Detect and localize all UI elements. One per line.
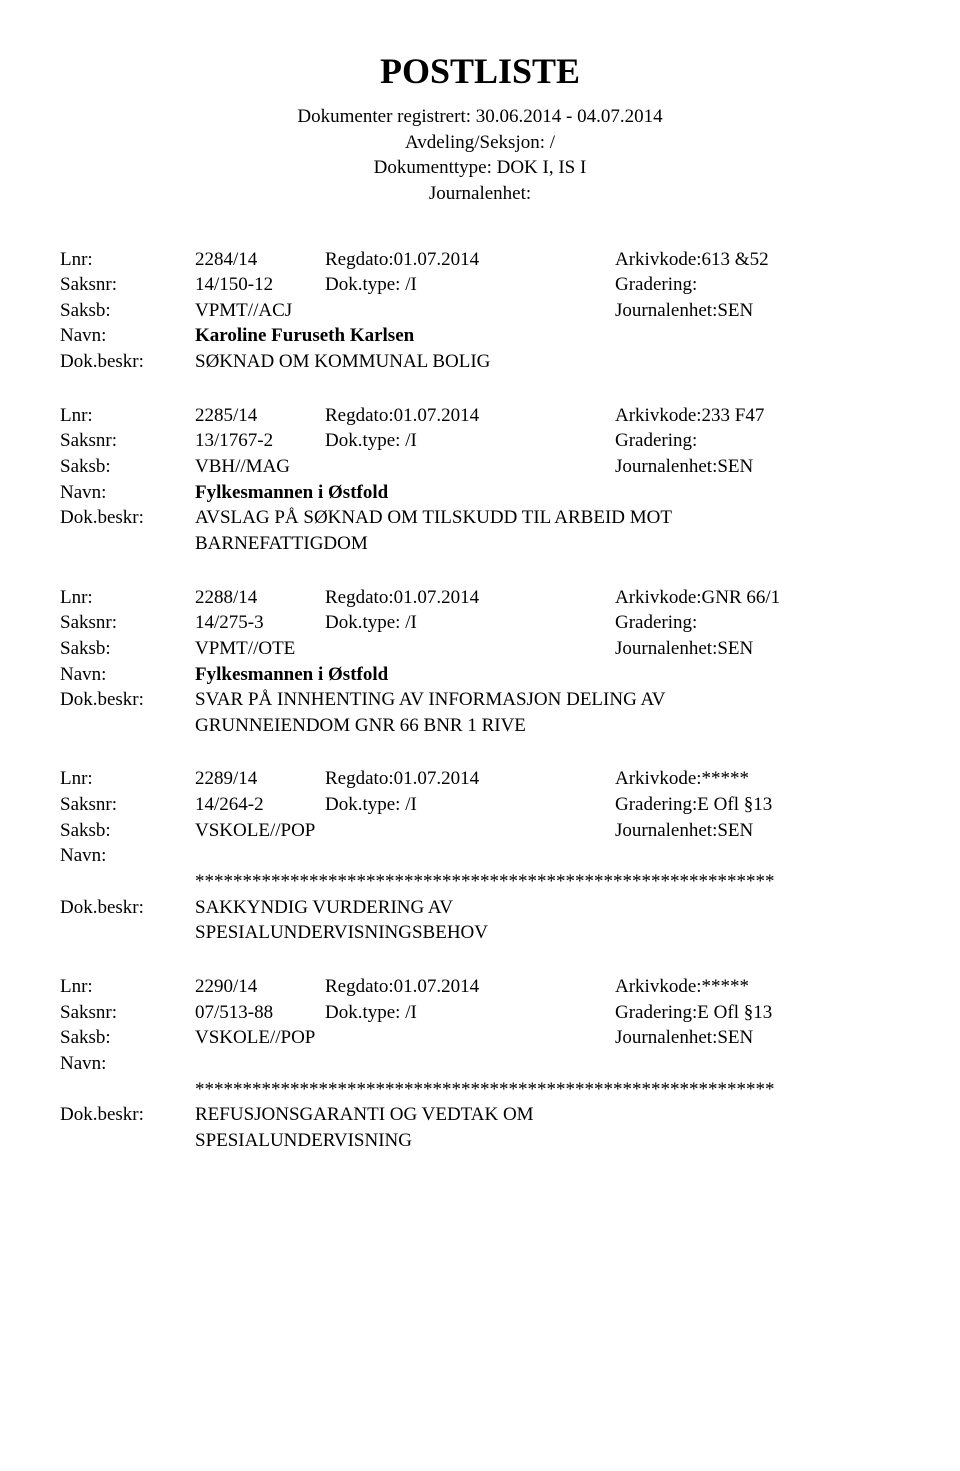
header-line-3: Dokumenttype: DOK I, IS I: [60, 155, 900, 181]
doktype-value: Dok.type: /I: [325, 792, 615, 818]
journalenhet-value: Journalenhet:SEN: [615, 298, 900, 324]
dokbeskr-cont: BARNEFATTIGDOM: [60, 531, 900, 557]
saksb-label: Saksb:: [60, 454, 195, 480]
regdato-value: Regdato:01.07.2014: [325, 974, 615, 1000]
saksnr-label: Saksnr:: [60, 428, 195, 454]
navn-label: Navn:: [60, 323, 195, 349]
lnr-label: Lnr:: [60, 766, 195, 792]
gradering-value: Gradering:: [615, 428, 900, 454]
regdato-value: Regdato:01.07.2014: [325, 766, 615, 792]
saksb-value: VSKOLE//POP: [195, 818, 615, 844]
lnr-value: 2289/14: [195, 766, 325, 792]
entry: Lnr:2284/14Regdato:01.07.2014Arkivkode:6…: [60, 247, 900, 375]
arkivkode-value: Arkivkode:*****: [615, 766, 900, 792]
gradering-value: Gradering:E Ofl §13: [615, 792, 900, 818]
navn-value: Fylkesmannen i Østfold: [195, 662, 900, 688]
lnr-value: 2285/14: [195, 403, 325, 429]
saksb-value: VPMT//ACJ: [195, 298, 615, 324]
saksnr-label: Saksnr:: [60, 610, 195, 636]
journalenhet-value: Journalenhet:SEN: [615, 818, 900, 844]
arkivkode-value: Arkivkode:GNR 66/1: [615, 585, 900, 611]
journalenhet-value: Journalenhet:SEN: [615, 1025, 900, 1051]
dokbeskr-value: REFUSJONSGARANTI OG VEDTAK OM: [195, 1102, 900, 1128]
header-line-2: Avdeling/Seksjon: /: [60, 130, 900, 156]
dokbeskr-label: Dok.beskr:: [60, 505, 195, 531]
lnr-label: Lnr:: [60, 974, 195, 1000]
navn-label: Navn:: [60, 662, 195, 688]
stars-line: ****************************************…: [60, 1077, 900, 1103]
page-title: POSTLISTE: [60, 50, 900, 92]
saksnr-value: 14/150-12: [195, 272, 325, 298]
dokbeskr-label: Dok.beskr:: [60, 1102, 195, 1128]
lnr-value: 2284/14: [195, 247, 325, 273]
dokbeskr-cont: GRUNNEIENDOM GNR 66 BNR 1 RIVE: [60, 713, 900, 739]
navn-label: Navn:: [60, 843, 195, 869]
navn-label: Navn:: [60, 480, 195, 506]
dokbeskr-value: AVSLAG PÅ SØKNAD OM TILSKUDD TIL ARBEID …: [195, 505, 900, 531]
navn-value: [195, 843, 900, 869]
navn-value: Fylkesmannen i Østfold: [195, 480, 900, 506]
navn-value: Karoline Furuseth Karlsen: [195, 323, 900, 349]
saksb-value: VBH//MAG: [195, 454, 615, 480]
lnr-label: Lnr:: [60, 585, 195, 611]
arkivkode-value: Arkivkode:*****: [615, 974, 900, 1000]
entry: Lnr:2290/14Regdato:01.07.2014Arkivkode:*…: [60, 974, 900, 1153]
dokbeskr-label: Dok.beskr:: [60, 895, 195, 921]
entries-container: Lnr:2284/14Regdato:01.07.2014Arkivkode:6…: [60, 247, 900, 1154]
doktype-value: Dok.type: /I: [325, 428, 615, 454]
lnr-value: 2288/14: [195, 585, 325, 611]
journalenhet-value: Journalenhet:SEN: [615, 636, 900, 662]
saksb-value: VPMT//OTE: [195, 636, 615, 662]
saksnr-label: Saksnr:: [60, 272, 195, 298]
saksb-label: Saksb:: [60, 298, 195, 324]
saksb-label: Saksb:: [60, 1025, 195, 1051]
journalenhet-value: Journalenhet:SEN: [615, 454, 900, 480]
regdato-value: Regdato:01.07.2014: [325, 585, 615, 611]
dokbeskr-value: SAKKYNDIG VURDERING AV: [195, 895, 900, 921]
saksb-label: Saksb:: [60, 636, 195, 662]
saksnr-label: Saksnr:: [60, 1000, 195, 1026]
header-line-1: Dokumenter registrert: 30.06.2014 - 04.0…: [60, 104, 900, 130]
arkivkode-value: Arkivkode:233 F47: [615, 403, 900, 429]
header-line-4: Journalenhet:: [60, 181, 900, 207]
saksnr-value: 14/275-3: [195, 610, 325, 636]
dokbeskr-cont: SPESIALUNDERVISNINGSBEHOV: [60, 920, 900, 946]
saksnr-value: 14/264-2: [195, 792, 325, 818]
gradering-value: Gradering:: [615, 610, 900, 636]
saksb-value: VSKOLE//POP: [195, 1025, 615, 1051]
regdato-value: Regdato:01.07.2014: [325, 403, 615, 429]
saksnr-value: 07/513-88: [195, 1000, 325, 1026]
header-block: Dokumenter registrert: 30.06.2014 - 04.0…: [60, 104, 900, 207]
dokbeskr-value: SVAR PÅ INNHENTING AV INFORMASJON DELING…: [195, 687, 900, 713]
dokbeskr-cont: SPESIALUNDERVISNING: [60, 1128, 900, 1154]
navn-label: Navn:: [60, 1051, 195, 1077]
saksnr-label: Saksnr:: [60, 792, 195, 818]
entry: Lnr:2288/14Regdato:01.07.2014Arkivkode:G…: [60, 585, 900, 739]
entry: Lnr:2285/14Regdato:01.07.2014Arkivkode:2…: [60, 403, 900, 557]
doktype-value: Dok.type: /I: [325, 272, 615, 298]
stars-line: ****************************************…: [60, 869, 900, 895]
entry: Lnr:2289/14Regdato:01.07.2014Arkivkode:*…: [60, 766, 900, 945]
dokbeskr-label: Dok.beskr:: [60, 687, 195, 713]
lnr-label: Lnr:: [60, 403, 195, 429]
navn-value: [195, 1051, 900, 1077]
dokbeskr-label: Dok.beskr:: [60, 349, 195, 375]
doktype-value: Dok.type: /I: [325, 610, 615, 636]
arkivkode-value: Arkivkode:613 &52: [615, 247, 900, 273]
regdato-value: Regdato:01.07.2014: [325, 247, 615, 273]
lnr-value: 2290/14: [195, 974, 325, 1000]
doktype-value: Dok.type: /I: [325, 1000, 615, 1026]
gradering-value: Gradering:E Ofl §13: [615, 1000, 900, 1026]
saksb-label: Saksb:: [60, 818, 195, 844]
gradering-value: Gradering:: [615, 272, 900, 298]
dokbeskr-value: SØKNAD OM KOMMUNAL BOLIG: [195, 349, 900, 375]
lnr-label: Lnr:: [60, 247, 195, 273]
saksnr-value: 13/1767-2: [195, 428, 325, 454]
